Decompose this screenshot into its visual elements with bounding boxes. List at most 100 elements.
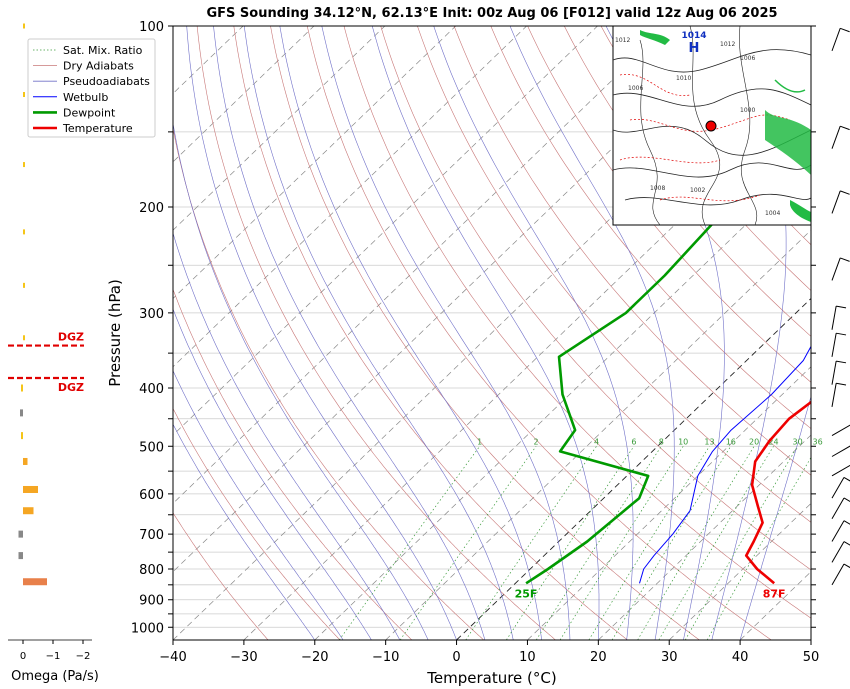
wind-barbs xyxy=(831,27,850,586)
omega-bar xyxy=(23,282,25,288)
pseudoadiabat-line xyxy=(711,26,787,640)
omega-bar xyxy=(23,578,47,586)
dry-adiabat-line xyxy=(564,26,811,337)
dry-adiabat-line xyxy=(490,26,811,429)
y-tick-label: 500 xyxy=(139,440,164,455)
svg-text:1004: 1004 xyxy=(765,210,780,217)
series-temperature-line xyxy=(744,400,811,585)
omega-bar xyxy=(23,507,34,515)
wind-barb xyxy=(831,563,850,586)
x-tick-label: 40 xyxy=(732,650,749,665)
omega-bar xyxy=(23,23,25,29)
pseudoadiabat-line xyxy=(173,369,344,640)
pseudoadiabat-line xyxy=(605,26,725,640)
svg-text:1000: 1000 xyxy=(740,107,755,114)
mixing-ratio-label: 2 xyxy=(534,437,539,446)
x-tick-label: 30 xyxy=(661,650,678,665)
mixing-ratio-line xyxy=(506,446,635,640)
x-tick-label: 0 xyxy=(452,650,460,665)
x-tick-label: −40 xyxy=(159,650,186,665)
wind-barb xyxy=(831,382,847,407)
mixing-ratio-line xyxy=(658,446,774,640)
svg-text:1012: 1012 xyxy=(615,37,630,44)
svg-text:1006: 1006 xyxy=(740,55,755,62)
dgz-label: DGZ xyxy=(58,381,84,394)
pseudoadiabat-line xyxy=(321,26,571,640)
legend-label: Dry Adiabats xyxy=(63,60,134,73)
mixing-ratio-label: 20 xyxy=(749,437,759,446)
mixing-ratio-labels: 1 2 4 6 8 10 13 16 20 24 30 36 xyxy=(477,437,822,446)
x-axis-title: Temperature (°C) xyxy=(426,669,556,687)
wind-barb xyxy=(831,332,847,357)
isotherm-line xyxy=(810,639,811,640)
y-tick-label: 700 xyxy=(139,528,164,543)
inset-map: 1012 1006 1010 1006 1000 1008 1002 1004 … xyxy=(612,25,812,226)
legend-label: Temperature xyxy=(62,122,133,135)
pseudoadiabat-line xyxy=(186,26,457,640)
mixing-ratio-line xyxy=(637,446,755,640)
map-high-pressure-value: 1014 xyxy=(681,31,706,41)
omega-bar xyxy=(23,485,38,493)
x-tick-label: 50 xyxy=(803,650,820,665)
pseudoadiabat-line xyxy=(371,26,600,640)
mixing-ratio-line xyxy=(706,456,811,640)
dry-adiabat-line xyxy=(270,26,700,640)
mixing-ratio-line xyxy=(611,446,732,640)
dry-adiabat-line xyxy=(821,26,850,640)
omega-bar xyxy=(23,335,25,341)
mixing-ratio-label: 13 xyxy=(704,437,714,446)
svg-text:1006: 1006 xyxy=(628,85,643,92)
mixing-ratio-label: 4 xyxy=(594,437,599,446)
omega-bar xyxy=(18,552,23,560)
x-tick-label: −10 xyxy=(372,650,399,665)
isotherm-line xyxy=(173,26,527,368)
y-axis-title: Pressure (hPa) xyxy=(106,279,124,387)
surface-temperature-label: 87F xyxy=(763,587,786,600)
pseudoadiabat-line xyxy=(173,308,372,640)
x-tick-label: 10 xyxy=(519,650,536,665)
isotherm-line xyxy=(173,26,669,504)
isotherm-line xyxy=(314,161,811,640)
mixing-ratio-line xyxy=(684,446,798,640)
omega-bar xyxy=(23,92,25,98)
plot-frame xyxy=(172,25,812,641)
dry-adiabat-line xyxy=(173,512,269,640)
wind-barb xyxy=(831,464,850,477)
wind-barb xyxy=(831,27,850,52)
wind-barb xyxy=(831,190,850,214)
omega-tick-label: 0 xyxy=(20,651,26,662)
chart-title: GFS Sounding 34.12°N, 62.13°E Init: 00z … xyxy=(206,6,777,21)
x-tick-label: −30 xyxy=(230,650,257,665)
wind-barb xyxy=(831,257,850,281)
pseudoadiabat-line xyxy=(433,26,634,640)
isotherm-line xyxy=(456,297,811,640)
pseudoadiabat-line xyxy=(213,26,486,640)
dry-adiabat-line xyxy=(380,26,811,571)
mixing-ratio-label: 6 xyxy=(631,437,636,446)
x-tick-label: 20 xyxy=(590,650,607,665)
omega-axis-title: Omega (Pa/s) xyxy=(11,669,99,684)
omega-panel: 0 −1 −2 DGZ DGZ xyxy=(8,23,92,662)
omega-bar xyxy=(21,432,23,440)
pseudoadiabat-line xyxy=(173,232,401,640)
pseudoadiabat-line xyxy=(243,26,514,640)
mixing-ratio-label: 8 xyxy=(659,437,664,446)
series-wetbulb-line xyxy=(639,345,811,584)
isotherm-line xyxy=(173,26,811,640)
y-tick-label: 200 xyxy=(139,201,164,216)
x-axis: −40 −30 −20 −10 0 10 20 30 40 50 xyxy=(159,640,819,665)
y-tick-label: 400 xyxy=(139,382,164,397)
mixing-ratio-line xyxy=(339,446,480,640)
mixing-ratio-line xyxy=(399,446,537,640)
y-tick-label: 300 xyxy=(139,307,164,322)
mixing-ratio-line xyxy=(559,446,684,640)
omega-tick-label: −2 xyxy=(76,651,91,662)
y-tick-label: 100 xyxy=(139,20,164,35)
omega-bar xyxy=(21,384,23,392)
wind-barb xyxy=(831,497,850,520)
mixing-ratio-line xyxy=(465,446,597,640)
dgz-label: DGZ xyxy=(58,331,84,344)
wind-barb xyxy=(831,541,850,563)
dry-adiabat-line xyxy=(527,26,811,383)
mixing-ratio-label: 10 xyxy=(678,437,688,446)
